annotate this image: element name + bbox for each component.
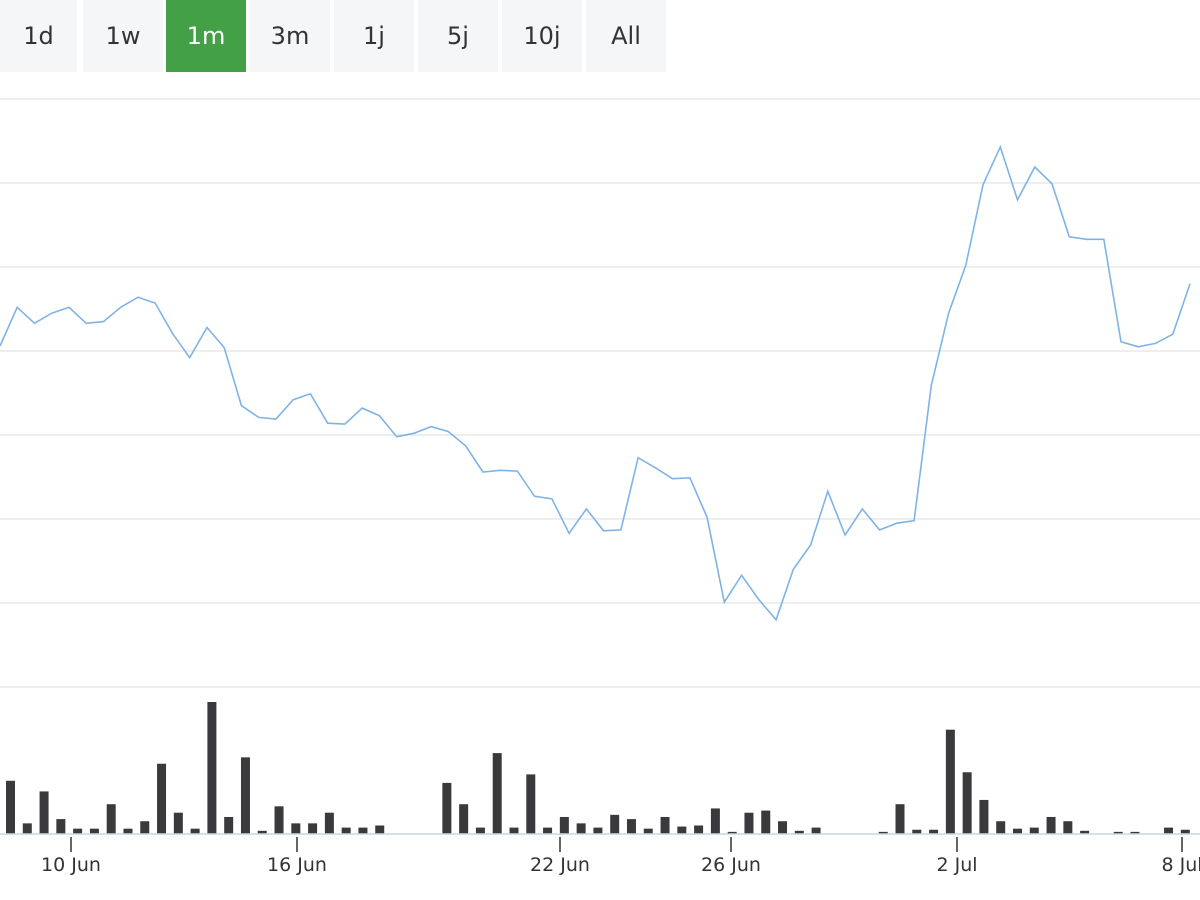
- volume-bar: [778, 821, 788, 834]
- volume-bar: [593, 827, 603, 834]
- range-button-1m[interactable]: 1m: [166, 0, 246, 72]
- volume-bar: [291, 823, 301, 834]
- volume-bar: [442, 782, 452, 834]
- volume-bar: [878, 831, 888, 834]
- volume-bar: [509, 827, 519, 834]
- gridlines: [0, 98, 1200, 688]
- volume-bar: [710, 808, 720, 834]
- volume-bar: [945, 729, 955, 834]
- volume-bar: [576, 823, 586, 834]
- range-button-all[interactable]: All: [586, 0, 666, 72]
- x-tick-label: 2 Jul: [936, 854, 977, 876]
- volume-bar: [492, 753, 502, 834]
- volume-bar: [677, 826, 687, 834]
- volume-bar: [660, 816, 670, 834]
- range-button-1j[interactable]: 1j: [334, 0, 414, 72]
- range-button-10j[interactable]: 10j: [502, 0, 582, 72]
- volume-bar: [22, 823, 32, 834]
- range-button-5j[interactable]: 5j: [418, 0, 498, 72]
- volume-bar: [73, 828, 83, 834]
- volume-bar: [1080, 830, 1090, 834]
- volume-bar: [459, 804, 469, 834]
- volume-bar: [811, 827, 821, 834]
- volume-bar: [324, 812, 334, 834]
- volume-bar: [1046, 816, 1056, 834]
- x-tick-label: 26 Jun: [701, 854, 761, 876]
- volume-bar: [257, 830, 267, 834]
- volume-bar: [1180, 829, 1190, 834]
- volume-bar: [1164, 827, 1174, 834]
- volume-bar: [475, 827, 485, 834]
- volume-bar: [140, 821, 150, 834]
- volume-bar: [89, 828, 99, 834]
- x-axis: 10 Jun 16 Jun 22 Jun 26 Jun 2 Jul 8 Jul: [41, 837, 1200, 876]
- x-tick-label: 16 Jun: [267, 854, 327, 876]
- volume-bar: [190, 828, 200, 834]
- volume-bars: [6, 702, 1190, 834]
- volume-bar: [912, 829, 922, 834]
- volume-bar: [308, 823, 318, 834]
- volume-bar: [157, 763, 167, 834]
- volume-bar: [6, 780, 15, 834]
- range-button-1d[interactable]: 1d: [0, 0, 77, 72]
- x-tick-label: 8 Jul: [1161, 854, 1200, 876]
- volume-bar: [375, 825, 385, 834]
- volume-bar: [1063, 821, 1073, 834]
- volume-bar: [727, 831, 737, 834]
- volume-bar: [543, 827, 553, 834]
- volume-bar: [56, 819, 66, 834]
- volume-bar: [643, 828, 653, 834]
- volume-bar: [1130, 831, 1140, 834]
- volume-bar: [962, 772, 972, 834]
- volume-bar: [106, 804, 116, 834]
- volume-bar: [744, 812, 754, 834]
- volume-bar: [240, 757, 250, 834]
- volume-bar: [895, 804, 905, 834]
- volume-bar: [224, 816, 234, 834]
- volume-bar: [929, 829, 939, 834]
- volume-bar: [996, 821, 1006, 834]
- volume-bar: [761, 810, 771, 834]
- range-button-3m[interactable]: 3m: [250, 0, 330, 72]
- volume-bar: [794, 830, 804, 834]
- x-tick-label: 10 Jun: [41, 854, 101, 876]
- x-tick-label: 22 Jun: [530, 854, 590, 876]
- volume-bar: [1113, 831, 1123, 834]
- volume-bar: [1029, 827, 1039, 834]
- volume-bar: [274, 806, 284, 834]
- volume-bar: [207, 702, 217, 834]
- volume-bar: [694, 825, 704, 834]
- volume-bar: [173, 812, 183, 834]
- volume-bar: [559, 816, 569, 834]
- volume-bar: [341, 827, 351, 834]
- volume-bar: [610, 814, 620, 834]
- volume-bar: [626, 819, 636, 834]
- range-button-1w[interactable]: 1w: [83, 0, 163, 72]
- volume-bar: [358, 827, 368, 834]
- volume-bar: [39, 791, 49, 834]
- volume-bar: [1012, 828, 1022, 834]
- volume-bar: [979, 799, 989, 834]
- price-line: [0, 144, 1191, 622]
- volume-bar: [123, 828, 133, 834]
- volume-bar: [526, 774, 536, 834]
